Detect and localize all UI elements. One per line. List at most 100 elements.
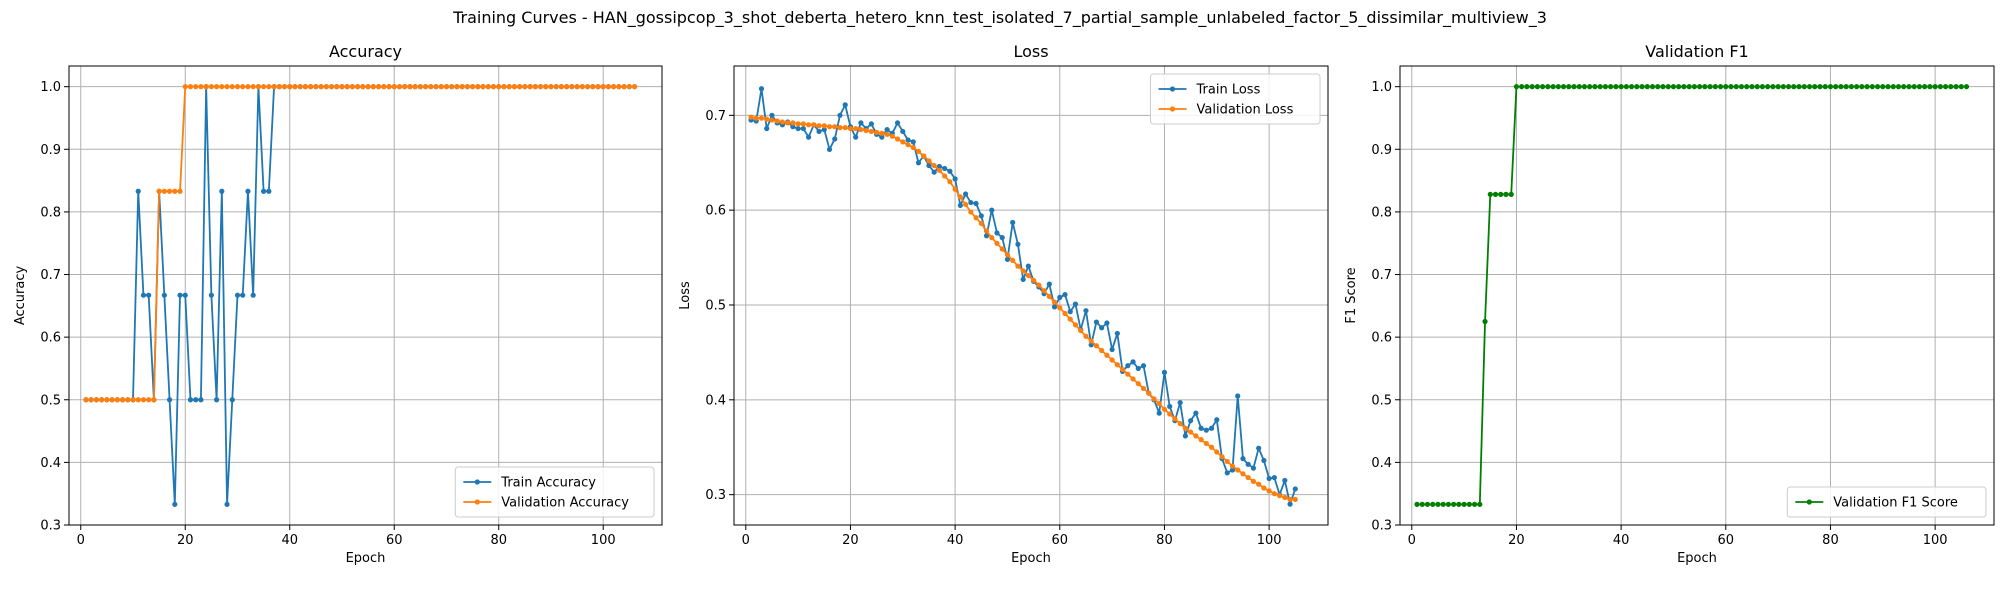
data-point: [858, 126, 864, 133]
legend-swatch-marker: [1169, 86, 1176, 92]
data-point: [1240, 471, 1246, 477]
data-point: [119, 397, 126, 403]
data-point: [853, 134, 859, 140]
data-point: [1545, 84, 1551, 90]
data-point: [1576, 84, 1582, 90]
data-point: [1618, 84, 1624, 90]
data-point: [1130, 376, 1136, 382]
y-tick-label: 0.5: [705, 298, 726, 313]
data-point: [1686, 84, 1692, 90]
data-point: [1916, 84, 1923, 90]
data-point: [1461, 501, 1467, 507]
data-point: [905, 142, 911, 148]
data-point: [1874, 84, 1881, 90]
data-point: [769, 117, 775, 123]
y-tick-label: 0.5: [1371, 393, 1392, 408]
data-point: [1266, 488, 1272, 494]
legend-swatch-marker: [474, 479, 480, 485]
x-tick-label: 40: [1613, 533, 1630, 548]
data-point: [1566, 84, 1572, 90]
data-point: [1025, 263, 1031, 269]
data-point: [99, 397, 105, 403]
y-tick-label: 1.0: [1371, 80, 1392, 95]
data-point: [83, 397, 89, 403]
data-point: [391, 84, 397, 90]
data-point: [1697, 84, 1703, 90]
data-point: [1665, 84, 1671, 90]
legend-box: [454, 466, 655, 518]
data-point: [1146, 390, 1152, 396]
data-point: [1587, 84, 1593, 90]
data-point: [1655, 84, 1661, 90]
data-point: [842, 125, 848, 131]
data-point: [795, 125, 801, 132]
data-point: [1167, 403, 1173, 410]
data-point: [1010, 257, 1016, 264]
data-point: [224, 84, 230, 90]
data-point: [281, 84, 288, 90]
data-point: [1791, 84, 1797, 90]
data-point: [417, 84, 423, 90]
figure-title: Training Curves - HAN_gossipcop_3_shot_d…: [453, 8, 1547, 27]
data-point: [999, 246, 1005, 252]
data-point: [161, 188, 167, 194]
data-point: [396, 84, 403, 90]
data-point: [1256, 481, 1262, 487]
data-point: [936, 163, 943, 170]
data-point: [1833, 84, 1839, 90]
data-point: [1958, 84, 1964, 90]
legend-swatch-marker: [474, 499, 480, 505]
data-point: [1885, 84, 1891, 90]
data-point: [915, 160, 922, 166]
data-point: [1948, 84, 1954, 90]
data-point: [1219, 454, 1225, 460]
data-point: [884, 126, 890, 133]
data-point: [1932, 84, 1938, 90]
y-tick-label: 0.4: [1371, 456, 1392, 471]
legend-label: Train Accuracy: [500, 476, 596, 491]
data-point: [1161, 369, 1168, 375]
data-point: [328, 84, 335, 90]
data-point: [229, 397, 235, 403]
data-point: [947, 168, 953, 174]
chart-1: 0 20 40 60 80 100 0.3 0.4 0.5 0.6 0.7 0.8 0.9 1.0 Accu…: [13, 42, 663, 566]
data-point: [443, 84, 450, 90]
data-point: [1770, 84, 1776, 90]
data-point: [255, 84, 261, 90]
y-tick-label: 0.6: [1371, 331, 1392, 346]
data-point: [1051, 304, 1058, 310]
data-point: [402, 84, 408, 90]
data-point: [140, 292, 147, 298]
data-point: [1266, 475, 1272, 482]
data-point: [910, 144, 916, 151]
data-point: [219, 84, 225, 90]
axes-frame: [1399, 65, 1995, 526]
data-point: [1182, 433, 1188, 439]
data-point: [889, 133, 895, 139]
data-point: [1282, 477, 1288, 484]
data-point: [1036, 282, 1042, 288]
x-tick-label: 80: [1822, 533, 1839, 548]
data-point: [161, 292, 167, 298]
data-point: [1099, 325, 1105, 331]
data-point: [1235, 393, 1241, 399]
x-axis-label: Epoch: [1011, 551, 1051, 566]
data-point: [1639, 84, 1645, 90]
data-point: [879, 130, 885, 136]
data-point: [1670, 84, 1677, 90]
data-point: [774, 118, 780, 124]
series-line-1: [750, 87, 1297, 506]
data-point: [449, 84, 455, 90]
legend-swatch-marker: [1806, 499, 1812, 505]
data-point: [1608, 84, 1614, 90]
data-point: [1214, 417, 1220, 423]
y-tick-label: 0.4: [40, 456, 61, 471]
legend-label: Train Loss: [1196, 83, 1261, 98]
data-point: [832, 124, 838, 130]
data-point: [266, 188, 272, 194]
data-point: [631, 84, 638, 90]
data-point: [874, 129, 880, 135]
data-point: [1744, 84, 1750, 90]
data-point: [1623, 84, 1629, 90]
data-point: [1256, 445, 1262, 451]
